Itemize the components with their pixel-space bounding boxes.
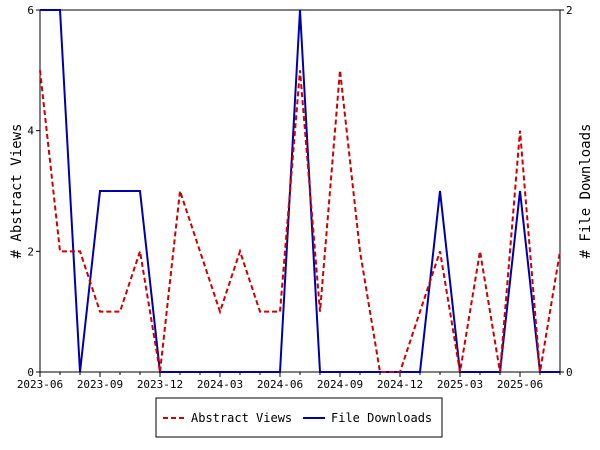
y-left-tick-label: 2 [27, 245, 34, 258]
y-right-tick-label: 2 [566, 4, 573, 17]
legend-box [155, 397, 443, 438]
legend: Abstract Views File Downloads [155, 397, 443, 438]
x-tick-label: 2024-12 [377, 378, 423, 391]
x-tick-label: 2024-06 [257, 378, 303, 391]
series-line-abstract-views [39, 70, 561, 373]
series-line-file-downloads [40, 9, 560, 373]
y-axis-label-right: # File Downloads [578, 124, 594, 259]
x-tick-label: 2025-06 [497, 378, 543, 391]
y-right-tick-label: 0 [566, 366, 573, 379]
x-tick-label: 2024-03 [197, 378, 243, 391]
x-tick-label: 2023-09 [77, 378, 123, 391]
x-tick-label: 2024-09 [317, 378, 363, 391]
y-left-tick-label: 6 [27, 4, 34, 17]
y-left-tick-label: 4 [27, 125, 34, 138]
legend-label-file-downloads: File Downloads [331, 411, 432, 425]
x-tick-label: 2023-12 [137, 378, 183, 391]
legend-label-abstract-views: Abstract Views [191, 411, 292, 425]
x-tick-label: 2025-03 [437, 378, 483, 391]
y-axis-label-left: # Abstract Views [9, 124, 25, 259]
y-left-tick-label: 0 [27, 366, 34, 379]
x-tick-label: 2023-06 [17, 378, 63, 391]
